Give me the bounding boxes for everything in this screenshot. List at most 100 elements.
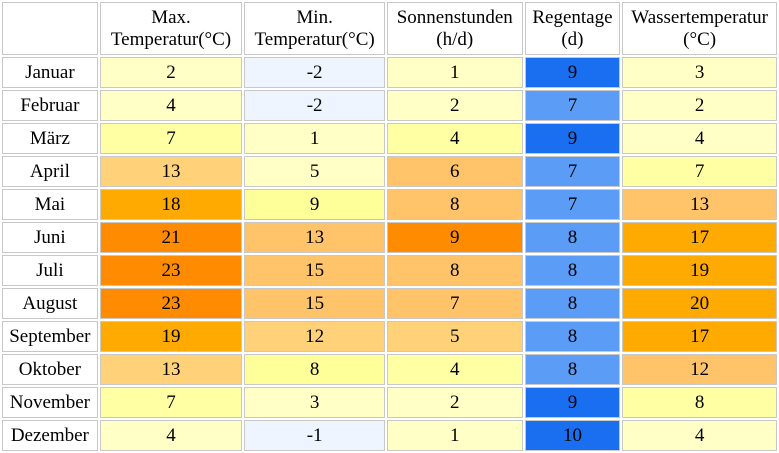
table-row: November 7 3 2 9 8 xyxy=(2,387,777,418)
month-label: November xyxy=(2,387,98,418)
water-temp-cell: 13 xyxy=(622,189,777,220)
month-label: Juli xyxy=(2,255,98,286)
water-temp-cell: 17 xyxy=(622,222,777,253)
sunshine-cell: 1 xyxy=(386,57,523,88)
sunshine-cell: 4 xyxy=(386,123,523,154)
water-temp-cell: 19 xyxy=(622,255,777,286)
min-temp-cell: 12 xyxy=(244,321,385,352)
header-row: Max. Temperatur(°C) Min. Temperatur(°C) … xyxy=(2,2,777,55)
water-temp-cell: 4 xyxy=(622,123,777,154)
min-temp-cell: 15 xyxy=(244,288,385,319)
table-row: März 7 1 4 9 4 xyxy=(2,123,777,154)
table-row: Juni 21 13 9 8 17 xyxy=(2,222,777,253)
month-label: September xyxy=(2,321,98,352)
max-temp-cell: 7 xyxy=(99,123,243,154)
max-temp-cell: 2 xyxy=(99,57,243,88)
header-rain-days-line1: Regentage xyxy=(532,6,613,28)
max-temp-cell: 13 xyxy=(99,156,243,187)
min-temp-cell: 3 xyxy=(244,387,385,418)
max-temp-cell: 4 xyxy=(99,420,243,451)
min-temp-cell: 9 xyxy=(244,189,385,220)
max-temp-cell: 18 xyxy=(99,189,243,220)
rain-days-cell: 7 xyxy=(524,156,621,187)
sunshine-cell: 6 xyxy=(386,156,523,187)
table-body: Januar 2 -2 1 9 3 Februar 4 -2 2 7 2 März 7 1 4 9 4 April 1… xyxy=(2,57,777,451)
rain-days-cell: 8 xyxy=(524,255,621,286)
table-row: August 23 15 7 8 20 xyxy=(2,288,777,319)
sunshine-cell: 2 xyxy=(386,387,523,418)
header-min-temp-line1: Min. xyxy=(296,6,333,28)
rain-days-cell: 8 xyxy=(524,288,621,319)
month-label: Oktober xyxy=(2,354,98,385)
sunshine-cell: 8 xyxy=(386,255,523,286)
max-temp-cell: 23 xyxy=(99,255,243,286)
header-water-temp-line2: (°C) xyxy=(683,28,717,50)
header-sunshine-line2: (h/d) xyxy=(436,28,474,50)
month-label: August xyxy=(2,288,98,319)
month-label: März xyxy=(2,123,98,154)
sunshine-cell: 1 xyxy=(386,420,523,451)
min-temp-cell: 1 xyxy=(244,123,385,154)
min-temp-cell: 13 xyxy=(244,222,385,253)
month-label: April xyxy=(2,156,98,187)
sunshine-cell: 7 xyxy=(386,288,523,319)
water-temp-cell: 2 xyxy=(622,90,777,121)
water-temp-cell: 8 xyxy=(622,387,777,418)
header-corner xyxy=(2,2,98,55)
header-max-temp-line2: Temperatur(°C) xyxy=(110,28,232,50)
min-temp-cell: 8 xyxy=(244,354,385,385)
rain-days-cell: 8 xyxy=(524,354,621,385)
table-row: September 19 12 5 8 17 xyxy=(2,321,777,352)
month-label: Januar xyxy=(2,57,98,88)
water-temp-cell: 20 xyxy=(622,288,777,319)
water-temp-cell: 7 xyxy=(622,156,777,187)
rain-days-cell: 9 xyxy=(524,387,621,418)
header-max-temp-line1: Max. xyxy=(151,6,191,28)
rain-days-cell: 9 xyxy=(524,57,621,88)
min-temp-cell: 5 xyxy=(244,156,385,187)
header-sunshine: Sonnenstunden (h/d) xyxy=(386,2,523,55)
water-temp-cell: 17 xyxy=(622,321,777,352)
table-row: Juli 23 15 8 8 19 xyxy=(2,255,777,286)
max-temp-cell: 13 xyxy=(99,354,243,385)
water-temp-cell: 12 xyxy=(622,354,777,385)
sunshine-cell: 2 xyxy=(386,90,523,121)
rain-days-cell: 10 xyxy=(524,420,621,451)
sunshine-cell: 4 xyxy=(386,354,523,385)
table-row: Januar 2 -2 1 9 3 xyxy=(2,57,777,88)
sunshine-cell: 8 xyxy=(386,189,523,220)
table-row: Februar 4 -2 2 7 2 xyxy=(2,90,777,121)
max-temp-cell: 19 xyxy=(99,321,243,352)
header-min-temp: Min. Temperatur(°C) xyxy=(244,2,385,55)
min-temp-cell: -2 xyxy=(244,57,385,88)
header-sunshine-line1: Sonnenstunden xyxy=(396,6,513,28)
water-temp-cell: 3 xyxy=(622,57,777,88)
max-temp-cell: 4 xyxy=(99,90,243,121)
table-row: April 13 5 6 7 7 xyxy=(2,156,777,187)
header-rain-days: Regentage (d) xyxy=(524,2,621,55)
rain-days-cell: 7 xyxy=(524,90,621,121)
max-temp-cell: 23 xyxy=(99,288,243,319)
rain-days-cell: 9 xyxy=(524,123,621,154)
header-max-temp: Max. Temperatur(°C) xyxy=(99,2,243,55)
min-temp-cell: -1 xyxy=(244,420,385,451)
table-row: Oktober 13 8 4 8 12 xyxy=(2,354,777,385)
sunshine-cell: 5 xyxy=(386,321,523,352)
month-label: Mai xyxy=(2,189,98,220)
header-water-temp-line1: Wassertemperatur xyxy=(631,6,768,28)
rain-days-cell: 7 xyxy=(524,189,621,220)
header-min-temp-line2: Temperatur(°C) xyxy=(254,28,375,50)
header-rain-days-line2: (d) xyxy=(561,28,584,50)
max-temp-cell: 7 xyxy=(99,387,243,418)
water-temp-cell: 4 xyxy=(622,420,777,451)
table-row: Mai 18 9 8 7 13 xyxy=(2,189,777,220)
max-temp-cell: 21 xyxy=(99,222,243,253)
rain-days-cell: 8 xyxy=(524,222,621,253)
month-label: Dezember xyxy=(2,420,98,451)
rain-days-cell: 8 xyxy=(524,321,621,352)
min-temp-cell: -2 xyxy=(244,90,385,121)
table-row: Dezember 4 -1 1 10 4 xyxy=(2,420,777,451)
header-water-temp: Wassertemperatur (°C) xyxy=(622,2,777,55)
month-label: Juni xyxy=(2,222,98,253)
